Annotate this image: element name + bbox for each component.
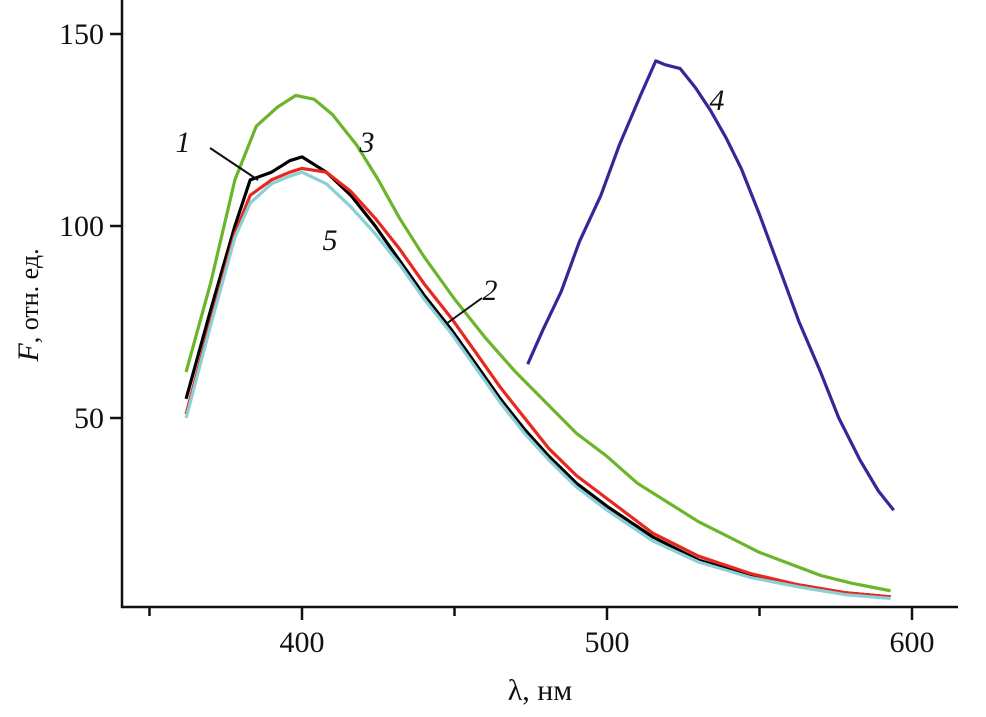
series-label-4: 4: [710, 84, 725, 117]
axes: 400 500 600 50 100 150: [59, 0, 958, 659]
series-line-3: [184, 93, 891, 593]
x-tick-label: 600: [890, 626, 935, 659]
series-line-1: [184, 155, 891, 599]
x-tick-label: 500: [585, 626, 630, 659]
leader-line-1: [209, 147, 259, 181]
series-label-1: 1: [176, 126, 191, 159]
series-line-5: [184, 170, 891, 601]
y-tick-label: 150: [59, 18, 104, 51]
series-labels: 1 2 3 4 5: [176, 84, 725, 325]
series-lines: [184, 59, 895, 601]
y-axis-unit: , отн. ед.: [15, 248, 44, 343]
series-line-4: [526, 59, 895, 512]
y-axis-variable: F: [12, 343, 45, 363]
series-label-2: 2: [483, 274, 498, 307]
leader-line-2: [445, 297, 483, 325]
y-tick-label: 100: [59, 210, 104, 243]
x-tick-label: 400: [280, 626, 325, 659]
x-axis-label: λ, нм: [508, 674, 573, 707]
series-line-2: [184, 166, 891, 599]
y-tick-label: 50: [74, 402, 104, 435]
series-label-5: 5: [323, 224, 338, 257]
series-label-3: 3: [359, 126, 375, 159]
y-axis-label: F, отн. ед.: [12, 248, 45, 362]
